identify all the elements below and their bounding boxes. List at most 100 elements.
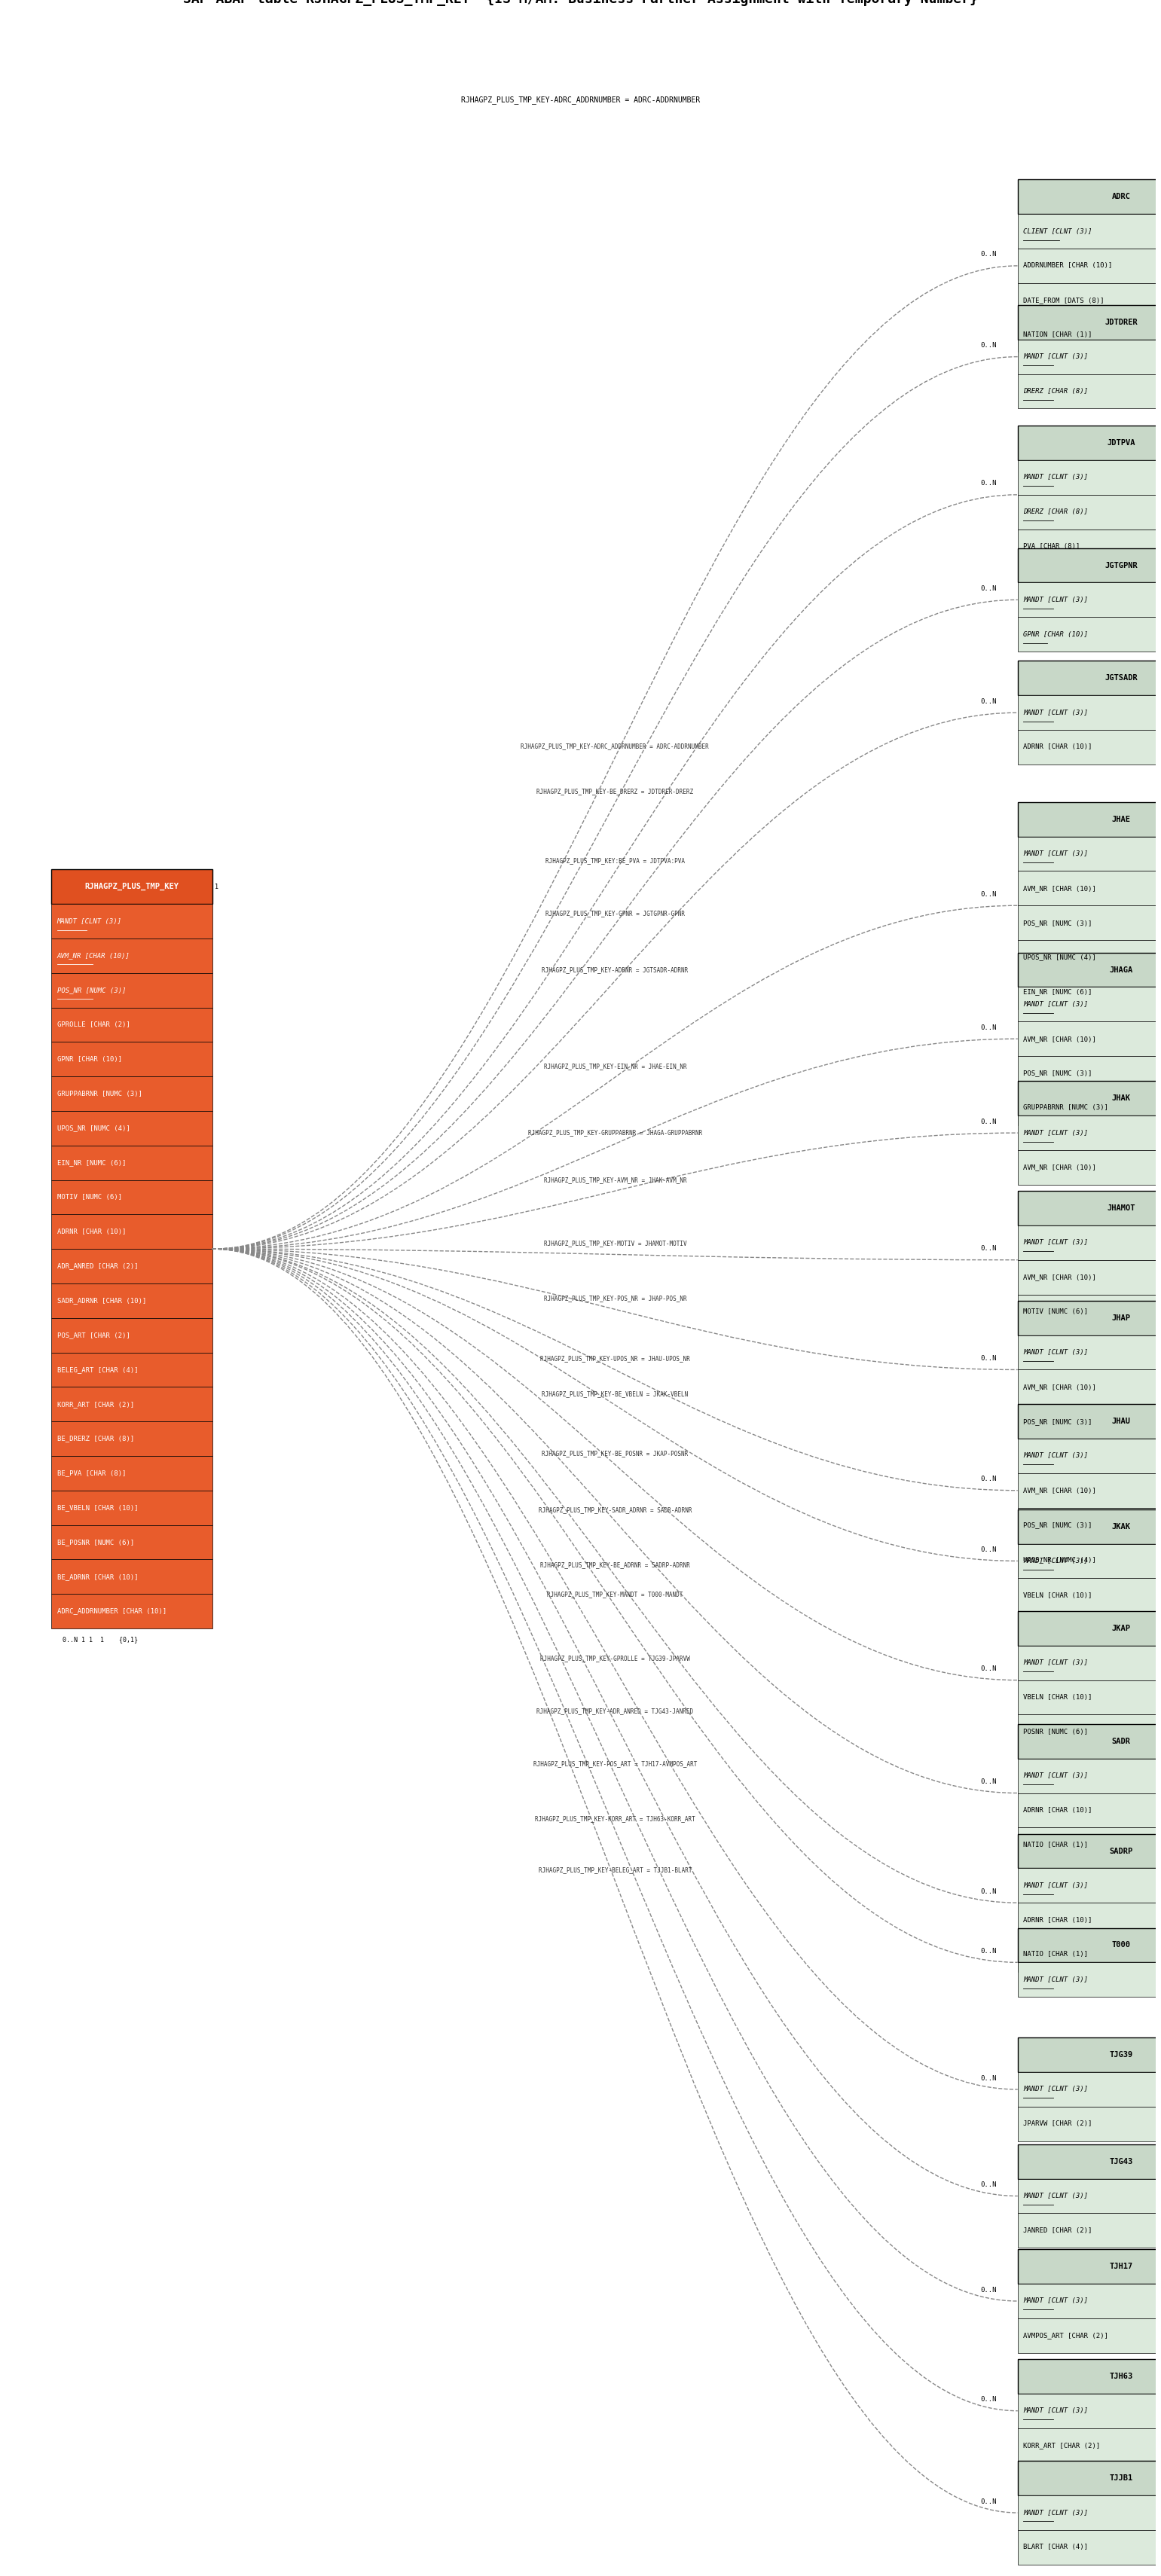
Text: RJHAGPZ_PLUS_TMP_KEY-BE_DRERZ = JDTDRER-DRERZ: RJHAGPZ_PLUS_TMP_KEY-BE_DRERZ = JDTDRER-… [536, 788, 693, 796]
Text: JKAP: JKAP [1112, 1625, 1131, 1633]
Bar [1018, 2496, 1161, 2530]
Text: VBELN [CHAR (10)]: VBELN [CHAR (10)] [1024, 1695, 1093, 1700]
Text: ADRNR [CHAR (10)]: ADRNR [CHAR (10)] [57, 1229, 125, 1234]
Bar [1018, 2318, 1161, 2352]
Text: JANRED [CHAR (2)]: JANRED [CHAR (2)] [1024, 2228, 1093, 2233]
Bar [1018, 495, 1161, 528]
Bar [1018, 1646, 1161, 1680]
Bar [1018, 2530, 1161, 2566]
Text: JHAGA: JHAGA [1110, 966, 1133, 974]
Text: RJHAGPZ_PLUS_TMP_KEY-SADR_ADRNR = SADR-ADRNR: RJHAGPZ_PLUS_TMP_KEY-SADR_ADRNR = SADR-A… [539, 1507, 692, 1512]
Text: TJG39: TJG39 [1110, 2050, 1133, 2058]
Text: RJHAGPZ_PLUS_TMP_KEY:BE_PVA = JDTPVA:PVA: RJHAGPZ_PLUS_TMP_KEY:BE_PVA = JDTPVA:PVA [546, 858, 685, 863]
Text: 0..N: 0..N [981, 1546, 997, 1553]
Text: VBELN [CHAR (10)]: VBELN [CHAR (10)] [1024, 1592, 1093, 1600]
Text: RJHAGPZ_PLUS_TMP_KEY-BE_ADRNR = SADRP-ADRNR: RJHAGPZ_PLUS_TMP_KEY-BE_ADRNR = SADRP-AD… [540, 1561, 690, 1569]
Text: RJHAGPZ_PLUS_TMP_KEY-BE_POSNR = JKAP-POSNR: RJHAGPZ_PLUS_TMP_KEY-BE_POSNR = JKAP-POS… [542, 1450, 688, 1455]
Text: BE_DRERZ [CHAR (8)]: BE_DRERZ [CHAR (8)] [57, 1435, 134, 1443]
Text: NATION [CHAR (1)]: NATION [CHAR (1)] [1024, 332, 1093, 337]
Bar [1018, 1056, 1161, 1090]
FancyBboxPatch shape [1018, 304, 1161, 340]
Text: 0..N 1 1  1    {0,1}: 0..N 1 1 1 {0,1} [63, 1636, 138, 1643]
Text: AVM_NR [CHAR (10)]: AVM_NR [CHAR (10)] [1024, 886, 1096, 891]
Text: 0..N: 0..N [981, 1244, 997, 1252]
Text: MANDT [CLNT (3)]: MANDT [CLNT (3)] [1024, 2298, 1088, 2306]
Text: RJHAGPZ_PLUS_TMP_KEY-MANDT = T000-MANDT: RJHAGPZ_PLUS_TMP_KEY-MANDT = T000-MANDT [547, 1592, 683, 1597]
Text: MANDT [CLNT (3)]: MANDT [CLNT (3)] [1024, 1976, 1088, 1984]
Text: MANDT [CLNT (3)]: MANDT [CLNT (3)] [57, 917, 122, 925]
Bar [51, 938, 212, 974]
Text: MANDT [CLNT (3)]: MANDT [CLNT (3)] [1024, 1453, 1088, 1461]
Bar [1018, 1963, 1161, 1996]
Text: BE_PVA [CHAR (8)]: BE_PVA [CHAR (8)] [57, 1471, 125, 1476]
Bar [51, 1249, 212, 1283]
Text: AVM_NR [CHAR (10)]: AVM_NR [CHAR (10)] [1024, 1486, 1096, 1494]
Bar [51, 1386, 212, 1422]
Text: 0..N: 0..N [981, 2074, 997, 2081]
FancyBboxPatch shape [1018, 1723, 1161, 1759]
Text: JHAP: JHAP [1112, 1314, 1131, 1321]
Text: 0..N: 0..N [981, 2287, 997, 2293]
Text: MANDT [CLNT (3)]: MANDT [CLNT (3)] [1024, 2409, 1088, 2414]
Bar [1018, 974, 1161, 1010]
Text: NATIO [CHAR (1)]: NATIO [CHAR (1)] [1024, 1842, 1088, 1847]
Text: ADDRNUMBER [CHAR (10)]: ADDRNUMBER [CHAR (10)] [1024, 263, 1112, 270]
Bar [51, 904, 212, 938]
Bar [1018, 2213, 1161, 2249]
Text: AVM_NR [CHAR (10)]: AVM_NR [CHAR (10)] [1024, 1273, 1096, 1280]
Bar [1018, 1473, 1161, 1507]
Bar [1018, 1759, 1161, 1793]
Bar [51, 974, 212, 1007]
Text: RJHAGPZ_PLUS_TMP_KEY-GRUPPABRNR = JHAGA-GRUPPABRNR: RJHAGPZ_PLUS_TMP_KEY-GRUPPABRNR = JHAGA-… [528, 1128, 702, 1136]
Text: MANDT [CLNT (3)]: MANDT [CLNT (3)] [1024, 2509, 1088, 2517]
Text: GRUPPABRNR [NUMC (3)]: GRUPPABRNR [NUMC (3)] [1024, 1105, 1109, 1110]
Text: EIN_NR [NUMC (6)]: EIN_NR [NUMC (6)] [1024, 989, 1093, 994]
Bar [1018, 1404, 1161, 1437]
FancyBboxPatch shape [51, 871, 212, 904]
Bar [51, 1455, 212, 1492]
Bar [51, 1352, 212, 1386]
Text: RJHAGPZ_PLUS_TMP_KEY-ADRC_ADDRNUMBER = ADRC-ADDRNUMBER: RJHAGPZ_PLUS_TMP_KEY-ADRC_ADDRNUMBER = A… [461, 95, 700, 103]
Text: RJHAGPZ_PLUS_TMP_KEY-BE_VBELN = JKAK-VBELN: RJHAGPZ_PLUS_TMP_KEY-BE_VBELN = JKAK-VBE… [542, 1391, 688, 1396]
Text: JGTSADR: JGTSADR [1105, 675, 1138, 683]
Text: MANDT [CLNT (3)]: MANDT [CLNT (3)] [1024, 353, 1088, 361]
Bar [1018, 2179, 1161, 2213]
Text: MANDT [CLNT (3)]: MANDT [CLNT (3)] [1024, 1239, 1088, 1247]
Bar [1018, 987, 1161, 1023]
Text: 0..N: 0..N [981, 1777, 997, 1785]
Bar [1018, 2429, 1161, 2463]
Bar [1018, 618, 1161, 652]
Text: 0..N: 0..N [981, 698, 997, 706]
Bar [1018, 340, 1161, 374]
Bar [1018, 2107, 1161, 2141]
Text: JHAK: JHAK [1112, 1095, 1131, 1103]
Text: MANDT [CLNT (3)]: MANDT [CLNT (3)] [1024, 1659, 1088, 1667]
Bar [1018, 1293, 1161, 1329]
Text: RJHAGPZ_PLUS_TMP_KEY-ADRNR = JGTSADR-ADRNR: RJHAGPZ_PLUS_TMP_KEY-ADRNR = JGTSADR-ADR… [542, 966, 688, 974]
Bar [51, 1007, 212, 1041]
Text: GPROLLE [CHAR (2)]: GPROLLE [CHAR (2)] [57, 1020, 130, 1028]
Text: SADR: SADR [1112, 1739, 1131, 1744]
Text: RJHAGPZ_PLUS_TMP_KEY-POS_ART = TJH17-AVMPOS_ART: RJHAGPZ_PLUS_TMP_KEY-POS_ART = TJH17-AVM… [533, 1759, 697, 1767]
Text: RJHAGPZ_PLUS_TMP_KEY: RJHAGPZ_PLUS_TMP_KEY [85, 884, 179, 891]
Text: 0..N: 0..N [981, 2396, 997, 2403]
Text: 0..N: 0..N [981, 1476, 997, 1484]
Bar [51, 1525, 212, 1558]
Bar [51, 1180, 212, 1213]
Text: MANDT [CLNT (3)]: MANDT [CLNT (3)] [1024, 1128, 1088, 1136]
Text: POS_NR [NUMC (3)]: POS_NR [NUMC (3)] [1024, 1522, 1093, 1528]
Text: KORR_ART [CHAR (2)]: KORR_ART [CHAR (2)] [1024, 2442, 1101, 2450]
Text: 0..N: 0..N [981, 343, 997, 348]
Text: BE_ADRNR [CHAR (10)]: BE_ADRNR [CHAR (10)] [57, 1574, 138, 1579]
Text: ADRNR [CHAR (10)]: ADRNR [CHAR (10)] [1024, 1806, 1093, 1814]
Text: RJHAGPZ_PLUS_TMP_KEY-GPROLLE = TJG39-JPARVW: RJHAGPZ_PLUS_TMP_KEY-GPROLLE = TJG39-JPA… [540, 1654, 690, 1662]
Bar [1018, 1937, 1161, 1971]
FancyBboxPatch shape [1018, 2143, 1161, 2179]
Text: KORR_ART [CHAR (2)]: KORR_ART [CHAR (2)] [57, 1401, 134, 1406]
Bar [1018, 461, 1161, 495]
FancyBboxPatch shape [1018, 801, 1161, 837]
Text: BE_POSNR [NUMC (6)]: BE_POSNR [NUMC (6)] [57, 1538, 134, 1546]
Text: JHAU: JHAU [1112, 1417, 1131, 1425]
Bar [1018, 1904, 1161, 1937]
Text: UPOS_NR [NUMC (4)]: UPOS_NR [NUMC (4)] [57, 1126, 130, 1131]
